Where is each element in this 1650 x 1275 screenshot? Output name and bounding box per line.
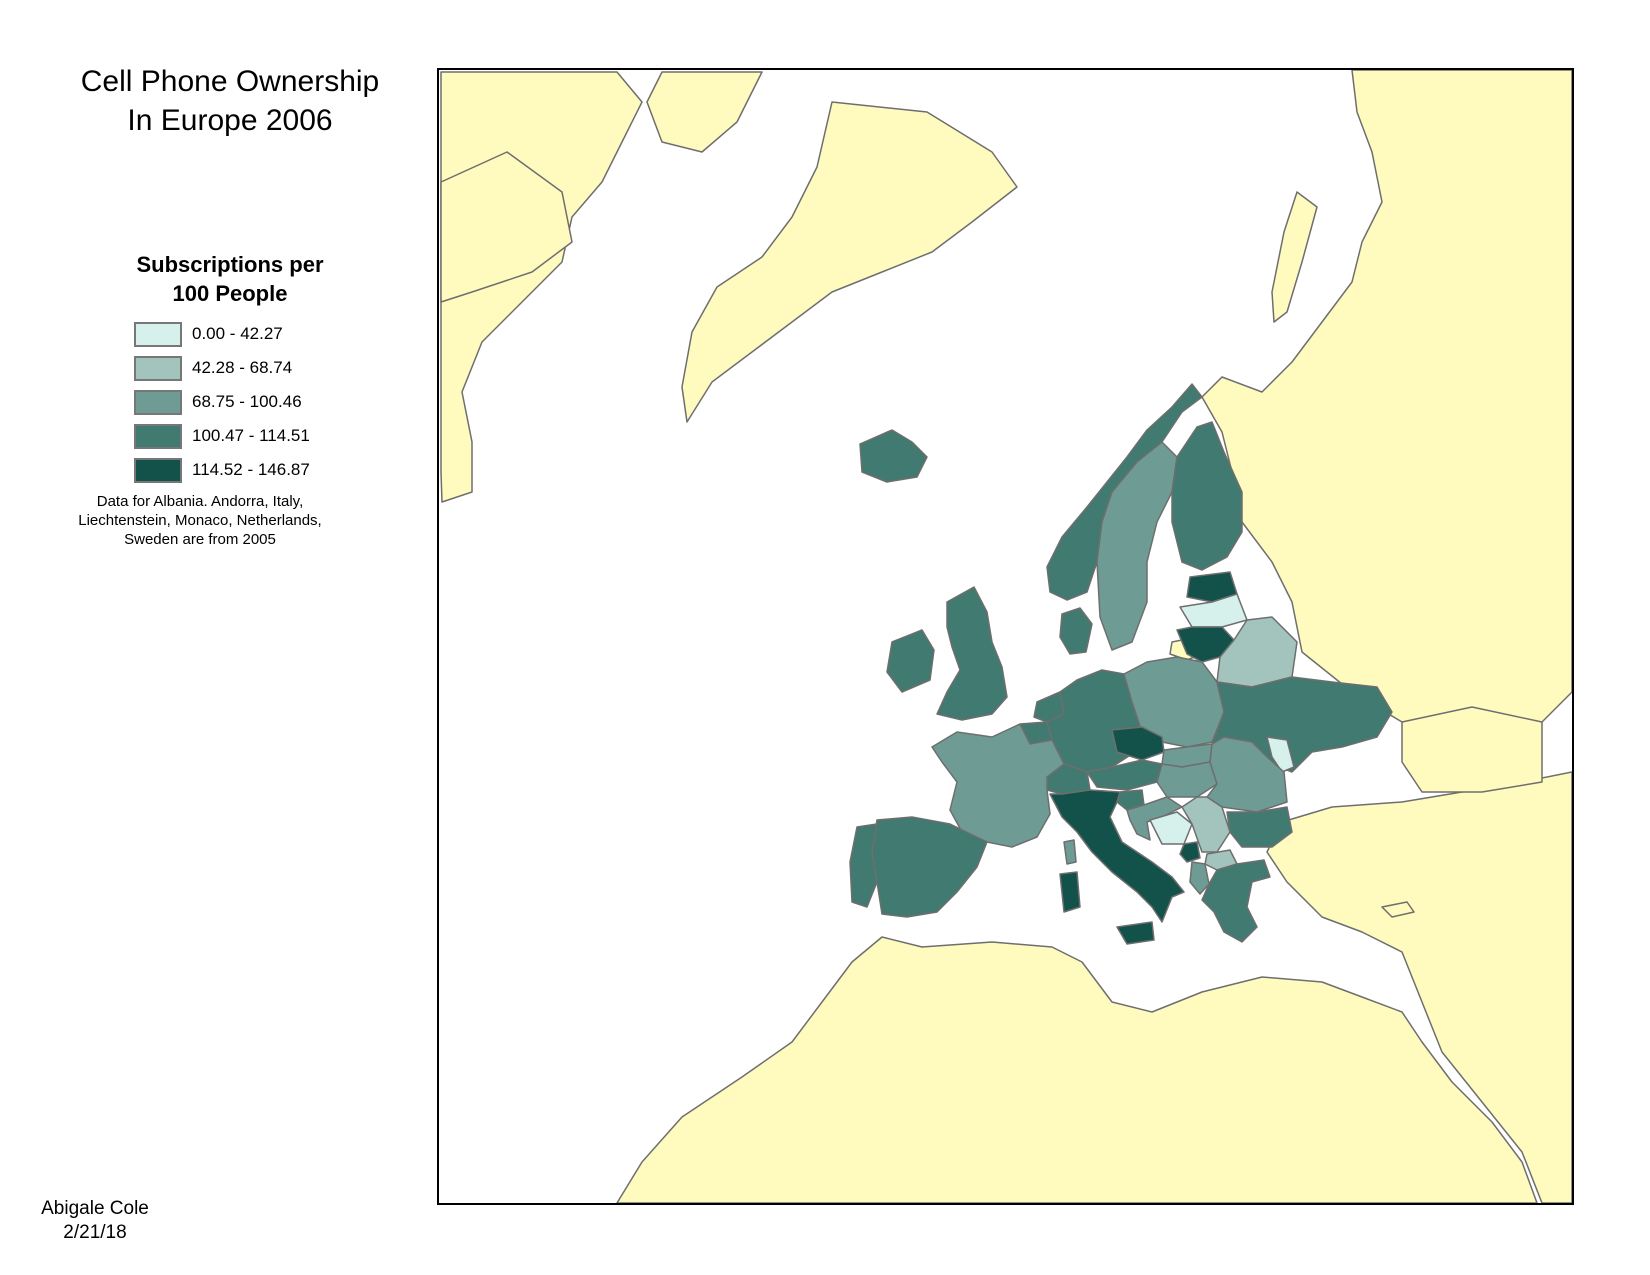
legend-label: 100.47 - 114.51 [192, 426, 310, 445]
legend-heading: Subscriptions per 100 People [80, 250, 380, 308]
country-sardinia [1059, 871, 1081, 913]
data-note-line-2: Liechtenstein, Monaco, Netherlands, [78, 512, 322, 529]
country-sicily [1116, 921, 1155, 945]
country-layer [849, 383, 1393, 945]
country-sweden [1096, 441, 1178, 651]
legend-item: 68.75 - 100.46 [134, 385, 310, 419]
country-denmark [1059, 607, 1093, 655]
map-title: Cell Phone Ownership In Europe 2006 [30, 62, 430, 140]
country-bulgaria [1226, 806, 1293, 848]
legend-swatch [134, 423, 182, 449]
land-layer [440, 70, 1572, 1203]
country-montenegro [1179, 841, 1201, 863]
data-note-line-3: Sweden are from 2005 [124, 531, 276, 548]
country-serbia [1181, 796, 1231, 853]
country-united-kingdom [936, 586, 1008, 721]
map-frame [437, 68, 1574, 1205]
legend-label: 0.00 - 42.27 [192, 324, 283, 343]
cyprus [1381, 901, 1415, 918]
legend-heading-line-1: Subscriptions per [136, 252, 324, 277]
legend-heading-line-2: 100 People [172, 281, 288, 306]
baffin-island [440, 151, 573, 303]
caucasus [1401, 706, 1543, 793]
country-moldova [1266, 736, 1295, 773]
title-line-2: In Europe 2006 [127, 104, 333, 137]
country-albania [1189, 861, 1210, 895]
map-date: 2/21/18 [63, 1222, 127, 1243]
country-italy [1049, 789, 1185, 923]
legend-label: 68.75 - 100.46 [192, 392, 302, 411]
country-belarus [1216, 616, 1298, 688]
europe-map [440, 70, 1572, 1203]
title-line-1: Cell Phone Ownership [80, 65, 380, 98]
country-greece [1201, 859, 1271, 943]
greenland [681, 101, 1018, 423]
novaya-zemlya [1271, 191, 1318, 323]
legend-swatch [134, 389, 182, 415]
legend-item: 42.28 - 68.74 [134, 351, 310, 385]
legend-item: 100.47 - 114.51 [134, 419, 310, 453]
legend-swatch [134, 355, 182, 381]
data-note: Data for Albania. Andorra, Italy, Liecht… [20, 492, 380, 549]
data-note-line-1: Data for Albania. Andorra, Italy, [96, 493, 304, 510]
country-bosnia [1149, 811, 1193, 845]
country-portugal [849, 823, 878, 908]
country-romania [1206, 736, 1288, 813]
country-ireland [886, 629, 935, 693]
legend-item: 114.52 - 146.87 [134, 453, 310, 487]
country-hungary [1156, 761, 1218, 798]
country-iceland [859, 429, 928, 483]
author-name: Abigale Cole [41, 1198, 149, 1219]
turkey-middle-east [1266, 771, 1572, 1203]
country-france [931, 723, 1065, 848]
legend-label: 114.52 - 146.87 [192, 460, 310, 479]
legend-label: 42.28 - 68.74 [192, 358, 293, 377]
credit: Abigale Cole 2/21/18 [20, 1197, 170, 1245]
north-africa [616, 936, 1538, 1203]
legend: 0.00 - 42.27 42.28 - 68.74 68.75 - 100.4… [134, 317, 310, 487]
country-finland [1171, 421, 1243, 571]
arctic-islands [646, 71, 763, 153]
legend-item: 0.00 - 42.27 [134, 317, 310, 351]
country-corsica [1063, 839, 1077, 865]
country-norway [1046, 383, 1203, 601]
legend-swatch [134, 457, 182, 483]
legend-swatch [134, 321, 182, 347]
